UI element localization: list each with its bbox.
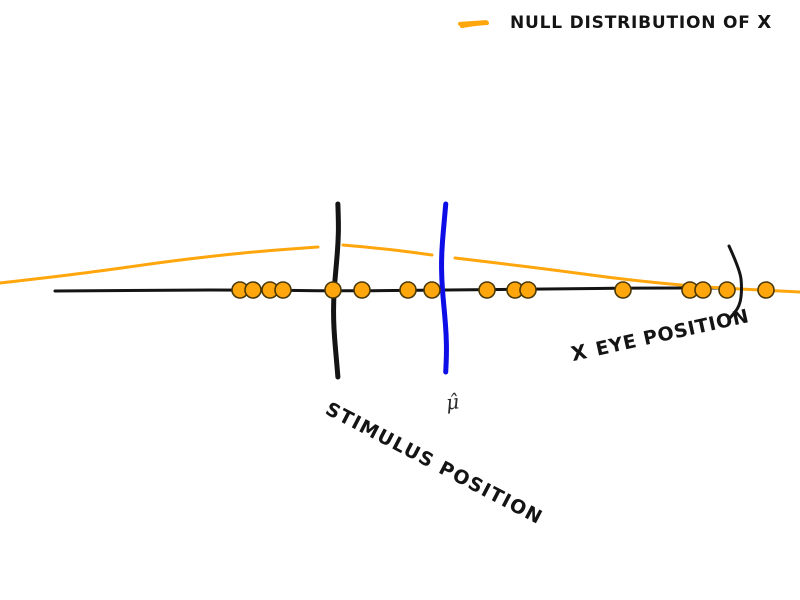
eye-position-dot-5 <box>353 281 371 299</box>
eye-position-dot-3 <box>274 281 292 299</box>
mu-hat-label: μ̂ <box>444 389 461 415</box>
eye-position-dot-11 <box>614 281 632 299</box>
axis-line <box>53 286 728 293</box>
legend-label: NULL DISTRIBUTION OF X <box>510 12 772 33</box>
legend-line-swatch <box>457 19 489 26</box>
bracket <box>727 244 743 320</box>
eye-position-dot-6 <box>399 281 417 299</box>
eye-position-dot-15 <box>757 281 775 299</box>
null-distribution-curve-segment-0 <box>0 245 320 285</box>
null-distribution-curve-segment-1 <box>341 243 434 257</box>
mu-line <box>439 201 449 375</box>
eye-position-dot-10 <box>519 281 537 299</box>
eye-position-dot-8 <box>478 281 496 299</box>
eye-position-dot-13 <box>694 281 712 299</box>
eye-position-dot-4 <box>324 281 342 299</box>
legend-x-symbol: X <box>757 12 773 33</box>
eye-position-dot-7 <box>423 281 441 299</box>
eye-position-dot-1 <box>244 281 262 299</box>
legend: NULL DISTRIBUTION OF X <box>457 12 772 33</box>
eye-position-dot-14 <box>718 281 736 299</box>
legend-label-text: NULL DISTRIBUTION OF <box>510 13 751 33</box>
